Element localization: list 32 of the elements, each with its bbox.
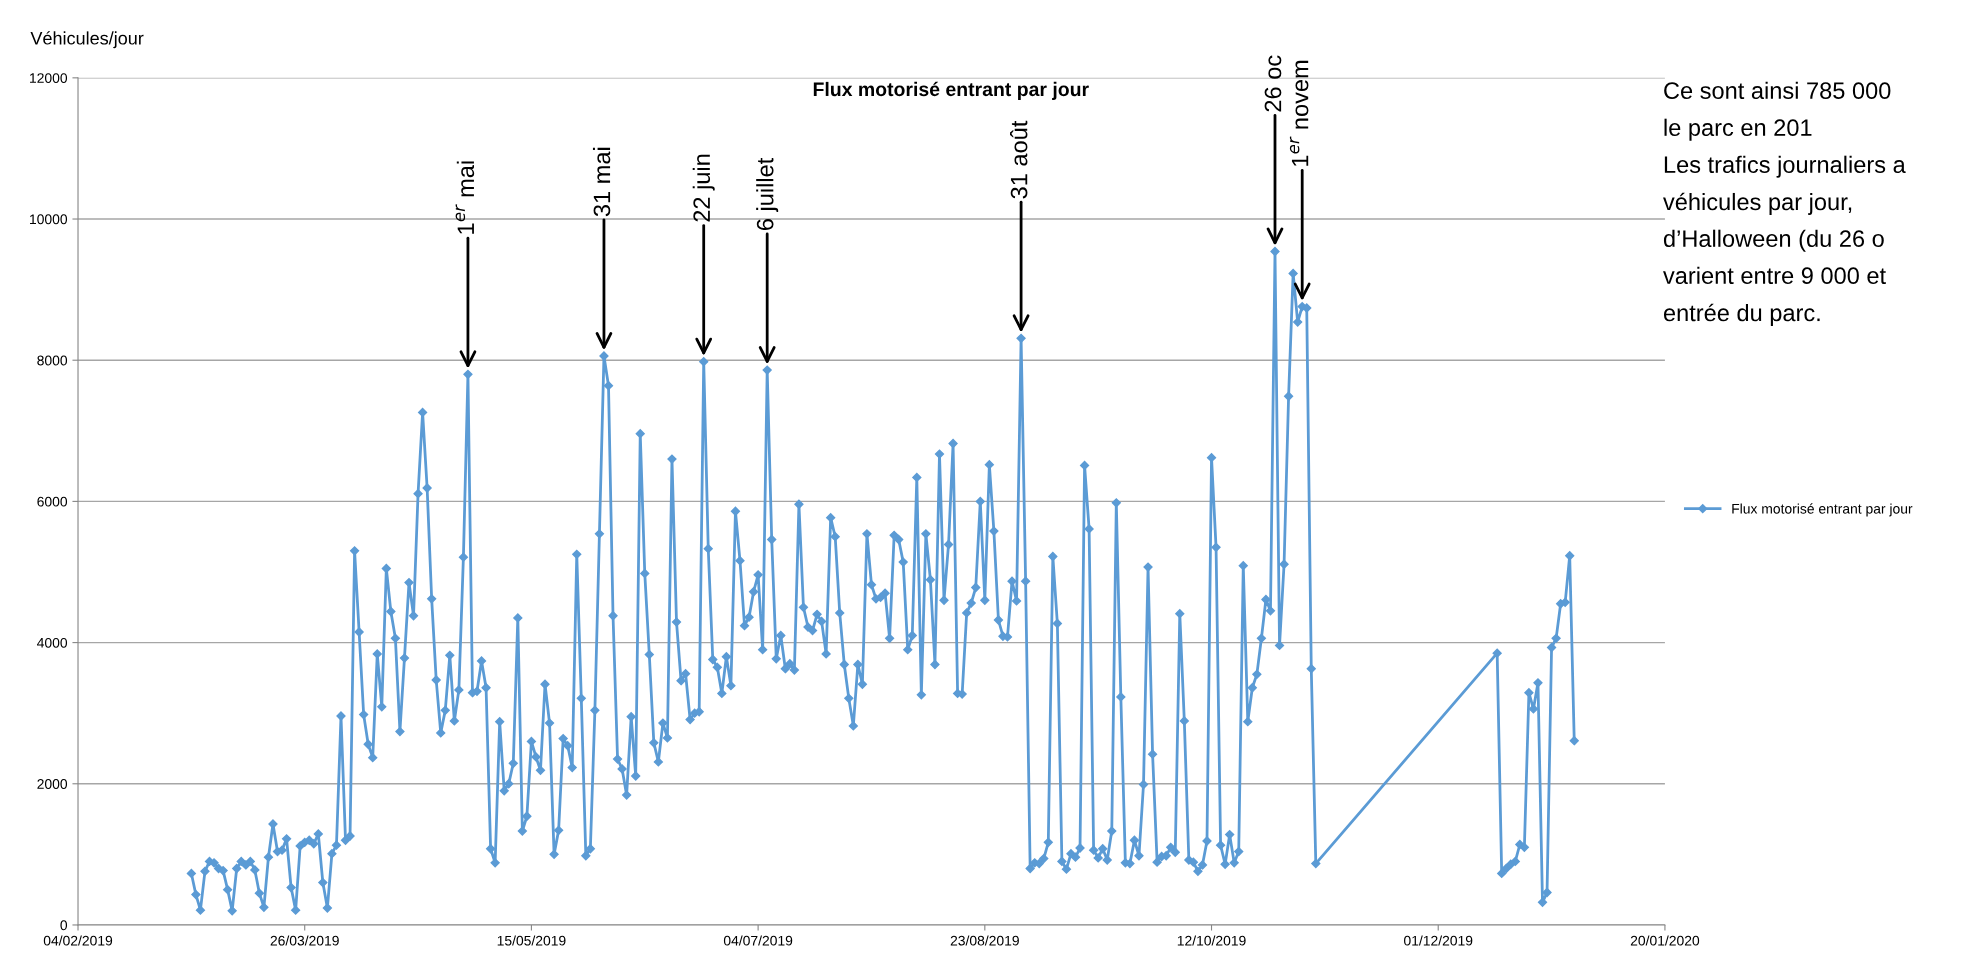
legend-label: Flux motorisé entrant par jour (1732, 503, 1913, 517)
annotation: d’Halloween (du 26 o (1663, 229, 1884, 252)
y-tick-label: 10000 (30, 214, 68, 225)
annotation: 1$^{er}$ mai (455, 161, 475, 234)
y-tick-label: 0 (60, 920, 68, 931)
annotation: entrée du parc. (1663, 303, 1820, 326)
x-tick-label: 12/10/2019 (1177, 935, 1246, 946)
x-tick-label: 01/12/2019 (1404, 935, 1473, 946)
x-tick-label: 26/03/2019 (270, 935, 339, 946)
annotation: 1$^{er}$ novem (1289, 60, 1309, 166)
y-tick-label: 6000 (37, 496, 68, 507)
y-axis-title: Véhicules/jour (30, 31, 144, 49)
y-tick-label: 8000 (37, 355, 68, 366)
annotation: 31 août (1010, 120, 1028, 199)
annotation: 31 mai (592, 147, 611, 217)
annotation: 22 juin (692, 154, 715, 222)
annotation: 6 juillet (756, 157, 779, 231)
annotation: varient entre 9 000 et (1663, 266, 1886, 285)
annotation: véhicules par jour, (1663, 192, 1852, 215)
annotation: Ce sont ainsi 785 000 (1664, 81, 1891, 100)
y-tick-label: 4000 (37, 637, 68, 648)
x-tick-label: 20/01/2020 (1630, 935, 1700, 946)
annotation: Les trafics journaliers a (1664, 155, 1906, 178)
y-tick-label: 12000 (30, 73, 68, 84)
x-tick-label: 04/07/2019 (723, 935, 793, 946)
annotation: 26 oc (1264, 55, 1282, 112)
x-tick-label: 04/02/2019 (43, 935, 113, 946)
chart-title: Flux motorisé entrant par jour (813, 81, 1089, 100)
annotation: le parc en 201 (1664, 118, 1812, 141)
y-tick-label: 2000 (37, 779, 68, 789)
x-tick-label: 15/05/2019 (497, 935, 566, 946)
x-tick-label: 23/08/2019 (950, 935, 1019, 946)
